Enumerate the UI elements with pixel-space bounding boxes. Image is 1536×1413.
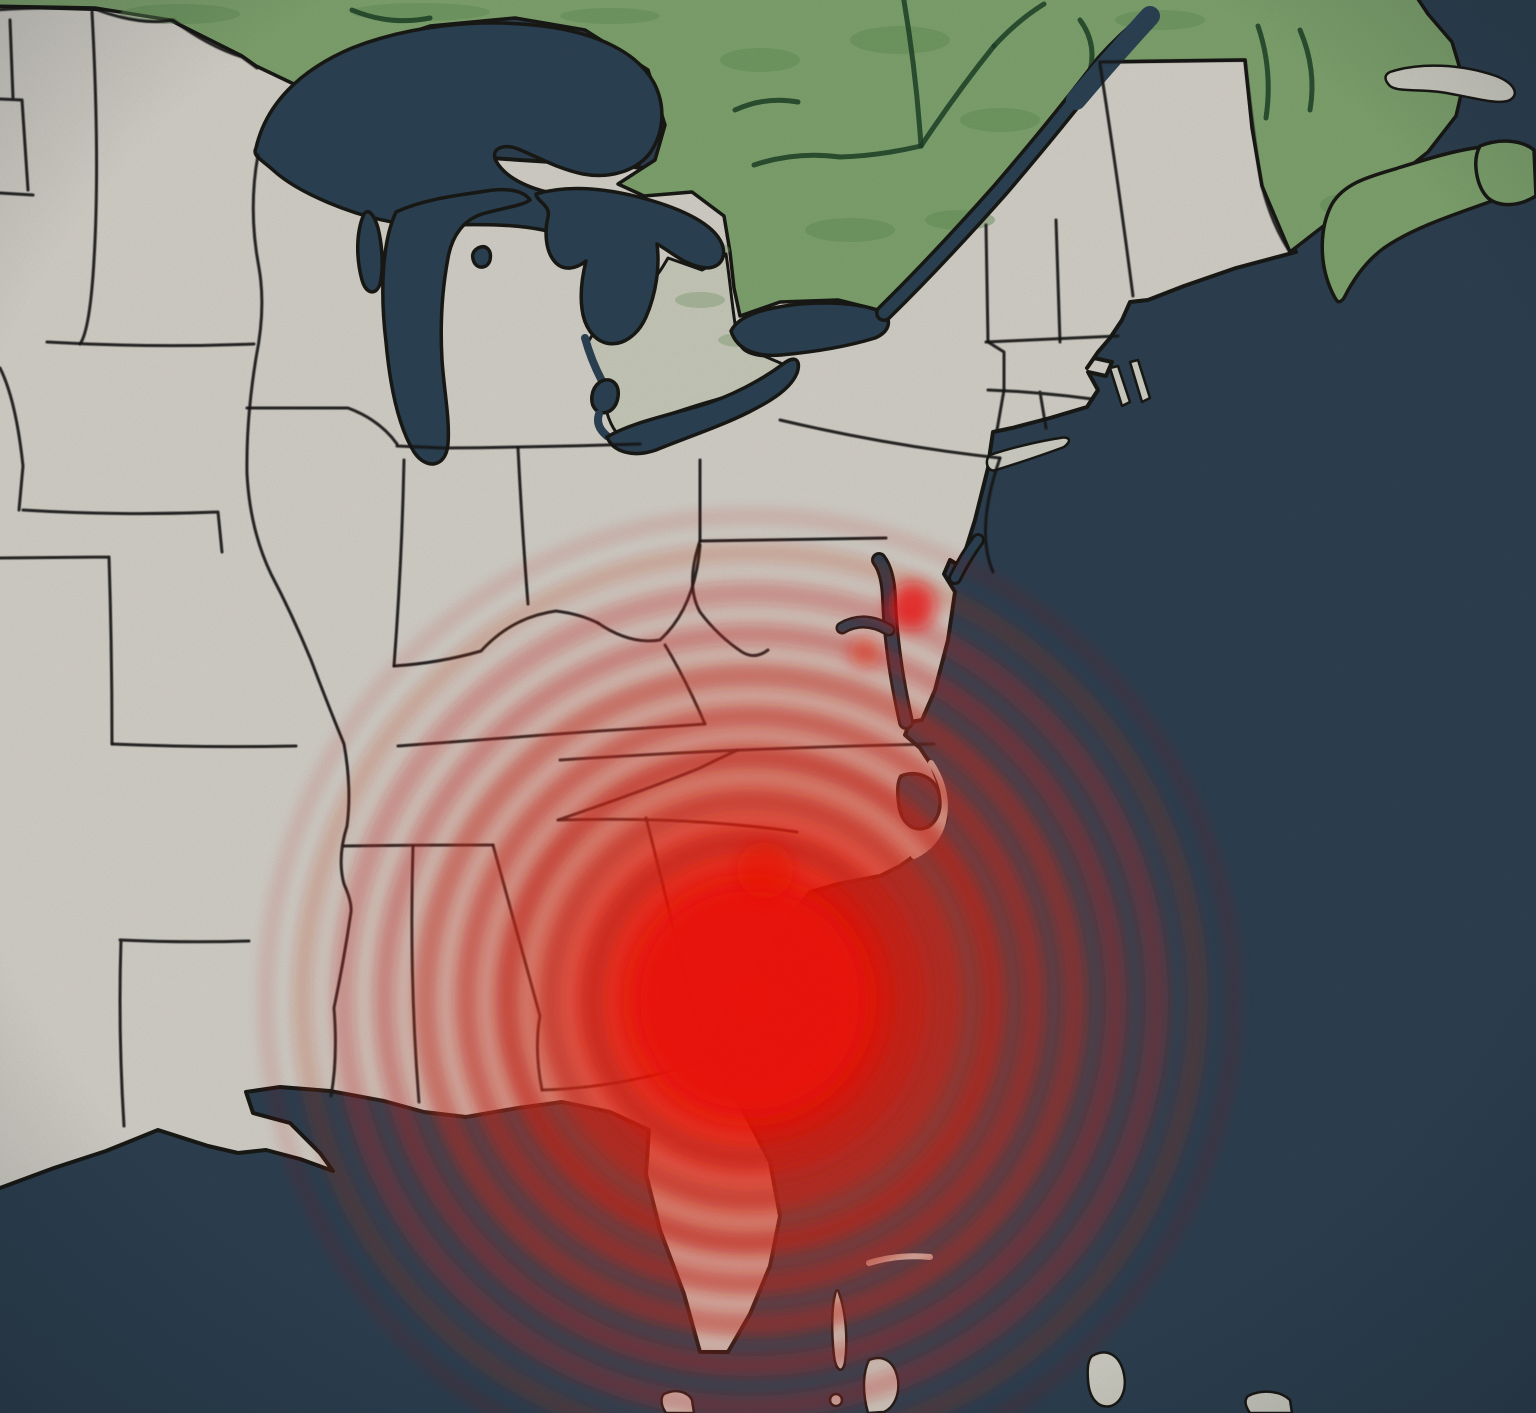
grain-overlay [0,0,1536,1413]
map-canvas [0,0,1536,1413]
screenshot-root: Hand-drawn style map of the eastern Unit… [0,0,1536,1413]
